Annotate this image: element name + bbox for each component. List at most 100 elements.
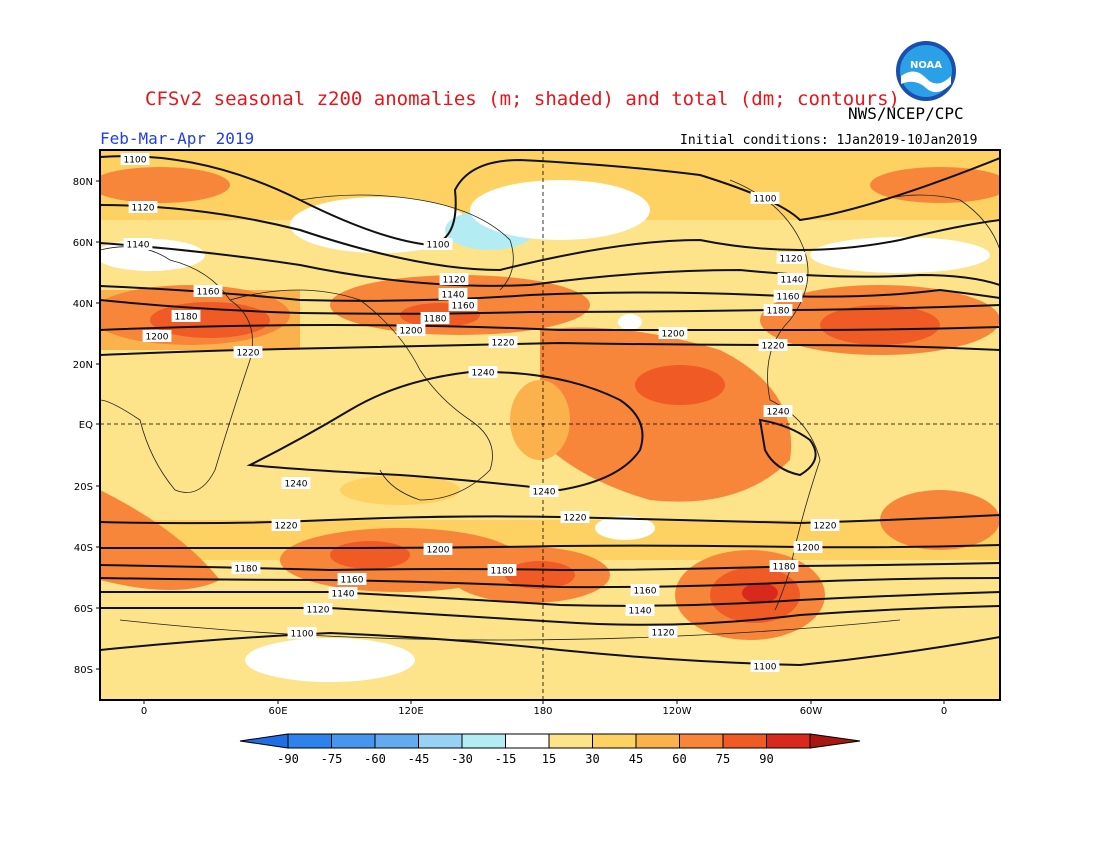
contour-label-box	[777, 273, 807, 285]
colorbar-tick-label: -90	[277, 752, 299, 766]
lon-label: 120W	[663, 706, 692, 717]
season-label: Feb-Mar-Apr 2019	[100, 129, 255, 148]
colorbar-tick-label: -75	[321, 752, 343, 766]
contour-1100-nh	[100, 155, 1000, 247]
contour-label: 1120	[652, 629, 675, 639]
contour-1100-sh	[100, 631, 1000, 667]
contour-label-box	[171, 310, 201, 322]
contour-label-box	[123, 238, 153, 250]
contour-label: 1200	[662, 330, 685, 340]
lon-label: 60W	[800, 706, 823, 717]
contour-label: 1160	[634, 587, 657, 597]
colorbar-tick-label: 60	[672, 752, 686, 766]
contour-1220-sh	[100, 514, 1000, 525]
contour-label: 1120	[443, 276, 466, 286]
colorbar-tick-label: -60	[364, 752, 386, 766]
lon-label: 120E	[398, 706, 423, 717]
initial-conditions-label: Initial conditions: 1Jan2019-10Jan2019	[680, 133, 978, 148]
contour-label: 1220	[275, 522, 298, 532]
contour-label-box	[773, 290, 803, 302]
contour-1200-sh	[100, 544, 1000, 550]
contour-1160-nh	[100, 285, 1000, 302]
contour-1120-nh	[100, 204, 1000, 272]
contour-label: 1160	[777, 293, 800, 303]
colorbar-segment	[635, 733, 680, 749]
height-contours	[100, 155, 1000, 667]
lat-label: EQ	[79, 420, 93, 431]
lon-label: 0	[141, 706, 147, 717]
contour-1200-nh	[100, 323, 1000, 331]
contour-label: 1220	[237, 349, 260, 359]
contour-label-box	[758, 339, 788, 351]
lat-axis: 80N 60N 40N 20N EQ 20S 40S 60S 80S	[73, 177, 100, 676]
contour-label: 1140	[629, 607, 652, 617]
contour-label: 1180	[767, 307, 790, 317]
agency-label: NWS/NCEP/CPC	[848, 104, 964, 123]
logo-text: NOAA	[910, 60, 942, 71]
noaa-logo: NOAA	[896, 41, 956, 101]
contour-label-box	[128, 201, 158, 213]
contour-label-box	[287, 627, 317, 639]
contour-label: 1140	[781, 276, 804, 286]
contour-label: 1100	[124, 156, 147, 166]
colorbar-arrow-right	[809, 733, 861, 749]
colorbar-segment	[461, 733, 506, 749]
contour-label-box	[271, 519, 301, 531]
contour-label: 1200	[427, 546, 450, 556]
contour-label: 1120	[132, 204, 155, 214]
contour-1140-sh	[100, 591, 1000, 607]
lat-label: 20S	[74, 482, 93, 493]
lat-label: 80S	[74, 665, 93, 676]
contour-label-box	[750, 660, 780, 672]
map-frame	[99, 149, 1001, 701]
contour-label-box	[488, 336, 518, 348]
coastlines	[100, 179, 1000, 641]
lat-label: 80N	[73, 177, 93, 188]
contour-label-box	[328, 587, 358, 599]
lat-label: 20N	[73, 360, 93, 371]
contour-label-box	[231, 562, 261, 574]
lat-label: 60N	[73, 238, 93, 249]
contour-label: 1160	[197, 288, 220, 298]
contour-label-box	[560, 511, 590, 523]
contour-label: 1160	[341, 576, 364, 586]
contour-label-box	[193, 285, 223, 297]
contour-label: 1200	[146, 333, 169, 343]
colorbar-tick-label: 30	[585, 752, 599, 766]
contour-label-box	[763, 405, 793, 417]
contour-label-box	[420, 312, 450, 324]
contour-label: 1120	[307, 606, 330, 616]
colorbar-segment	[505, 733, 550, 749]
contour-label: 1200	[797, 544, 820, 554]
contour-label: 1220	[762, 342, 785, 352]
lon-axis: 0 60E 120E 180 120W 60W 0	[141, 700, 947, 717]
colorbar-segment	[722, 733, 767, 749]
contour-label-box	[423, 238, 453, 250]
contour-label-box	[142, 330, 172, 342]
colorbar-segment	[374, 733, 419, 749]
contour-label: 1240	[767, 408, 790, 418]
colorbar-segment	[592, 733, 637, 749]
lon-label: 0	[941, 706, 947, 717]
lat-label: 60S	[74, 604, 93, 615]
colorbar-tick-label: 90	[759, 752, 773, 766]
contour-label-box	[625, 604, 655, 616]
contour-label-box	[810, 519, 840, 531]
colorbar-tick-label: -30	[451, 752, 473, 766]
contour-1240-sa	[758, 418, 817, 477]
contour-label: 1180	[491, 567, 514, 577]
lat-label: 40S	[74, 543, 93, 554]
colorbar-segment	[331, 733, 376, 749]
colorbar: -90 -75 -60 -45 -30 -15 15 30 45 60 75 90	[239, 733, 861, 766]
contour-label: 1240	[533, 488, 556, 498]
contour-label-box	[769, 560, 799, 572]
contour-label-box	[337, 573, 367, 585]
contour-label-box	[658, 327, 688, 339]
contour-label: 1140	[442, 291, 465, 301]
contour-label-box	[120, 153, 150, 165]
contour-label: 1160	[452, 302, 475, 312]
anomaly-shading	[100, 150, 1000, 700]
lon-label: 60E	[268, 706, 287, 717]
contour-label: 1100	[754, 663, 777, 673]
chart-title: CFSv2 seasonal z200 anomalies (m; shaded…	[145, 88, 900, 110]
